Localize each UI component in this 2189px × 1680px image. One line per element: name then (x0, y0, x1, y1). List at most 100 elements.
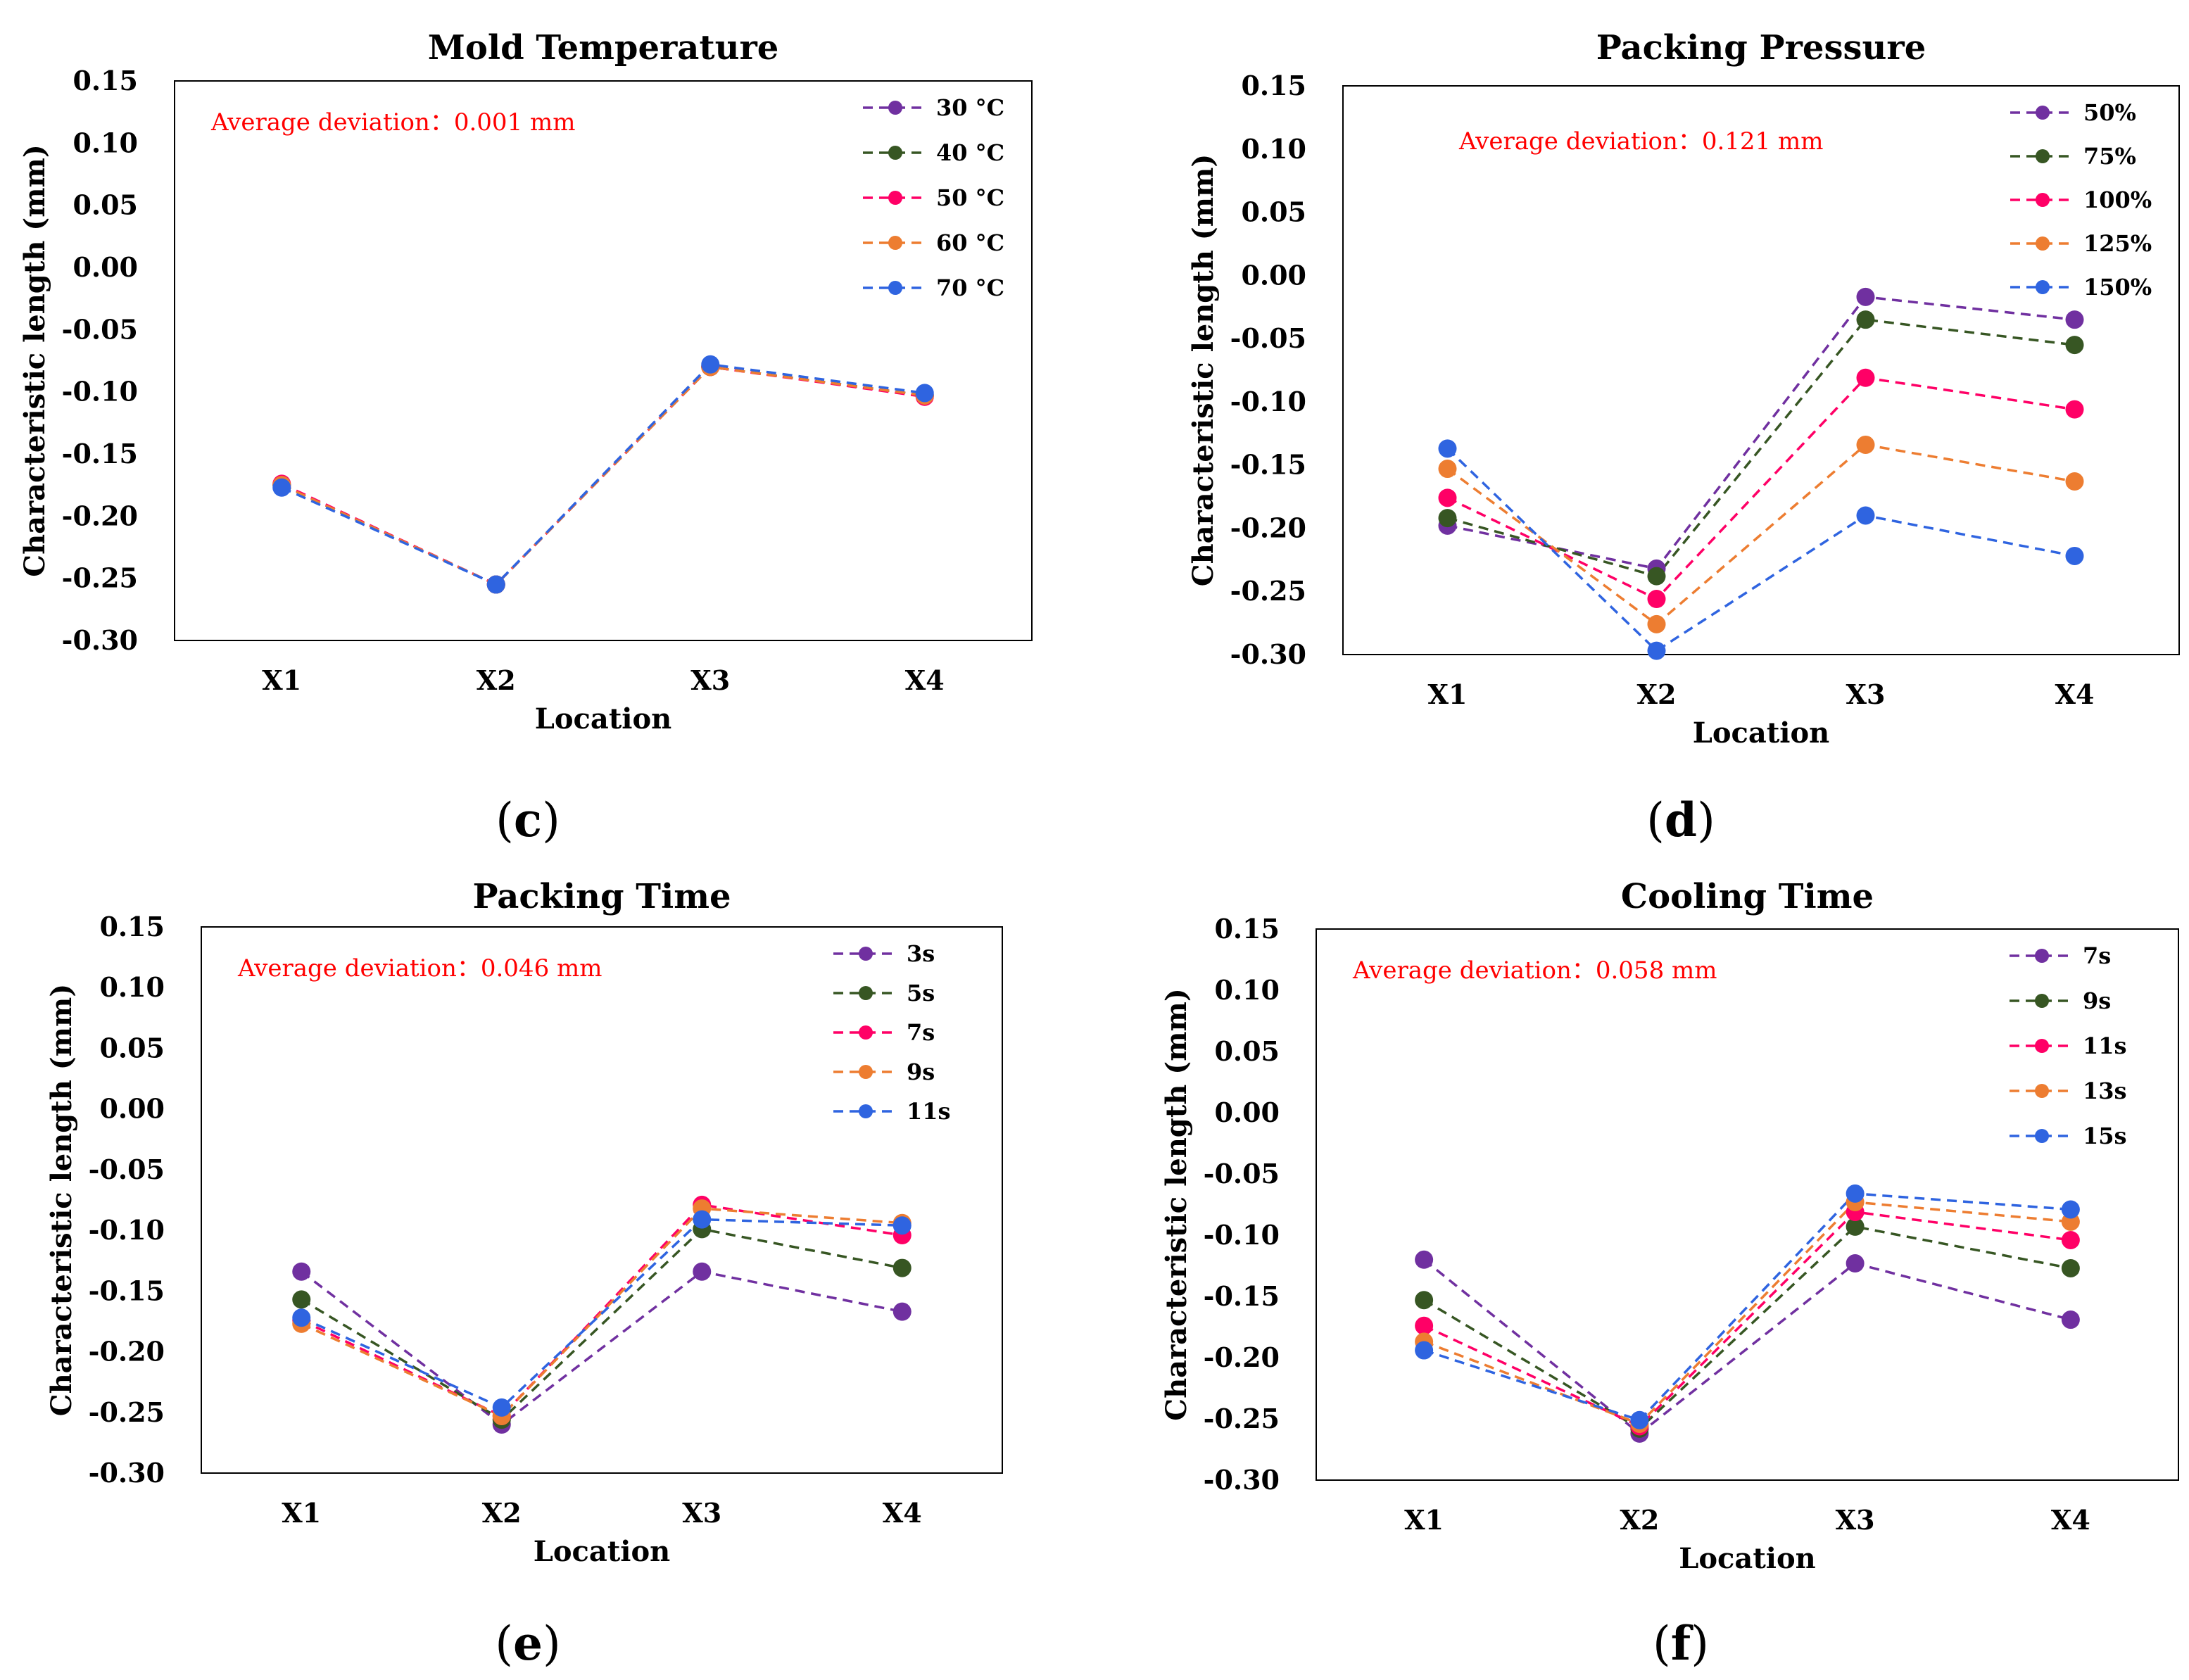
data-point (1415, 1250, 1434, 1269)
x-tick-label: X3 (1846, 678, 1886, 710)
legend-label: 30 °C (936, 94, 1004, 121)
legend-label: 150% (2083, 274, 2152, 301)
series-line-1 (301, 1270, 903, 1427)
legend-entry: 70 °C (863, 274, 1004, 301)
legend-label: 13s (2083, 1078, 2127, 1104)
data-point (1647, 614, 1666, 633)
legend-entry: 50 °C (863, 184, 1004, 211)
y-tick-label: -0.20 (1204, 1341, 1280, 1373)
legend-entry: 13s (2010, 1078, 2127, 1104)
legend-marker (2036, 149, 2050, 163)
data-point (1630, 1410, 1649, 1429)
x-tick-label: X2 (1620, 1504, 1659, 1536)
data-point (2061, 1310, 2080, 1330)
data-point (2061, 1230, 2080, 1249)
legend-label: 15s (2083, 1123, 2127, 1149)
chart-title: Packing Pressure (1596, 28, 1926, 68)
legend-entry: 9s (2010, 987, 2111, 1014)
legend-entry: 3s (833, 940, 935, 967)
average-deviation-annotation: Average deviation：0.121 mm (1458, 127, 1824, 156)
legend-marker (2036, 193, 2050, 207)
chart-panel-f: Cooling Time 0.15 0.10 0.05 0.00 -0.05 -0.10 -0… (1160, 877, 2179, 1671)
legend-marker (859, 986, 873, 1000)
y-tick-label: -0.15 (1230, 449, 1306, 481)
series-line-4 (281, 365, 925, 586)
y-tick-label: -0.10 (89, 1214, 165, 1246)
legend-marker (2035, 1084, 2049, 1098)
data-point (892, 1258, 911, 1277)
x-tick-label: X4 (2055, 678, 2095, 710)
y-tick-label: -0.10 (1204, 1219, 1280, 1251)
data-point (1856, 287, 1875, 306)
legend-marker (888, 146, 902, 160)
data-point (1647, 567, 1666, 586)
legend-marker (2035, 1039, 2049, 1053)
y-tick-label: -0.25 (1230, 575, 1306, 607)
y-tick-label: 0.00 (1214, 1097, 1280, 1128)
legend-label: 5s (907, 980, 935, 1006)
panel-paren-close: ) (1697, 793, 1715, 847)
data-point (1415, 1291, 1434, 1310)
series-line-5 (1446, 448, 2075, 652)
x-tick-label: X3 (1836, 1504, 1875, 1536)
y-tick-label: 0.05 (1214, 1035, 1280, 1067)
legend-entry: 15s (2010, 1123, 2127, 1149)
legend-entry: 60 °C (863, 229, 1004, 256)
legend-label: 75% (2083, 143, 2136, 170)
x-tick-label: X1 (282, 1497, 321, 1529)
panel-paren-close: ) (543, 1617, 561, 1671)
data-point (892, 1302, 911, 1321)
data-point (1647, 641, 1666, 660)
data-point (1856, 506, 1875, 525)
y-tick-label: 0.15 (99, 911, 165, 942)
data-point (292, 1262, 311, 1281)
y-tick-label: 0.05 (1241, 196, 1306, 228)
data-point (1856, 435, 1875, 454)
y-tick-label: -0.30 (89, 1457, 165, 1489)
legend-marker (859, 1025, 873, 1040)
legend-label: 40 °C (936, 139, 1004, 166)
x-tick-label: X1 (1404, 1504, 1444, 1536)
legend-label: 50 °C (936, 184, 1004, 211)
data-point (2065, 400, 2084, 419)
series-line-2 (1423, 1225, 2071, 1431)
average-deviation-annotation: Average deviation：0.001 mm (210, 108, 576, 137)
legend-marker (888, 236, 902, 250)
chart-panel-c: Mold Temperature 0.15 0.10 0.05 0.00 -0.05 -0.… (18, 28, 1033, 847)
series-line-2 (301, 1227, 903, 1422)
panel-letter: e (513, 1616, 543, 1671)
series-line-3 (301, 1204, 903, 1418)
average-deviation-annotation: Average deviation：0.058 mm (1352, 956, 1717, 985)
data-point (915, 384, 934, 403)
series-line-3 (1423, 1211, 2071, 1428)
legend-entry: 7s (2010, 942, 2111, 969)
panel-paren-open: ( (496, 793, 514, 847)
y-tick-label: 0.00 (99, 1093, 165, 1125)
y-tick-label: 0.10 (1214, 974, 1280, 1006)
data-point (2065, 472, 2084, 491)
x-axis-label: Location (1679, 1542, 1816, 1575)
data-point (1415, 1316, 1434, 1335)
legend-marker (888, 101, 902, 115)
plot-area-frame (1316, 928, 2179, 1481)
y-tick-label: -0.30 (1204, 1464, 1280, 1496)
y-tick-label: 0.15 (1214, 913, 1280, 945)
panel-label: (d) (1646, 792, 1715, 847)
legend-marker (888, 191, 902, 205)
chart-title: Mold Temperature (428, 28, 779, 68)
y-tick-label: -0.20 (89, 1336, 165, 1368)
data-point (486, 575, 505, 594)
legend-marker (859, 947, 873, 961)
y-tick-label: 0.00 (1241, 259, 1306, 291)
y-tick-label: -0.10 (1230, 386, 1306, 417)
legend-marker (2036, 106, 2050, 120)
panel-letter: f (1671, 1616, 1693, 1671)
legend-marker (2036, 236, 2050, 251)
legend-marker (2035, 949, 2049, 963)
y-tick-label: -0.05 (89, 1154, 165, 1185)
legend-label: 11s (2083, 1032, 2127, 1059)
plot-area-frame (201, 926, 1003, 1474)
legend-marker (859, 1104, 873, 1118)
data-point (292, 1290, 311, 1309)
y-tick-label: -0.20 (1230, 512, 1306, 543)
